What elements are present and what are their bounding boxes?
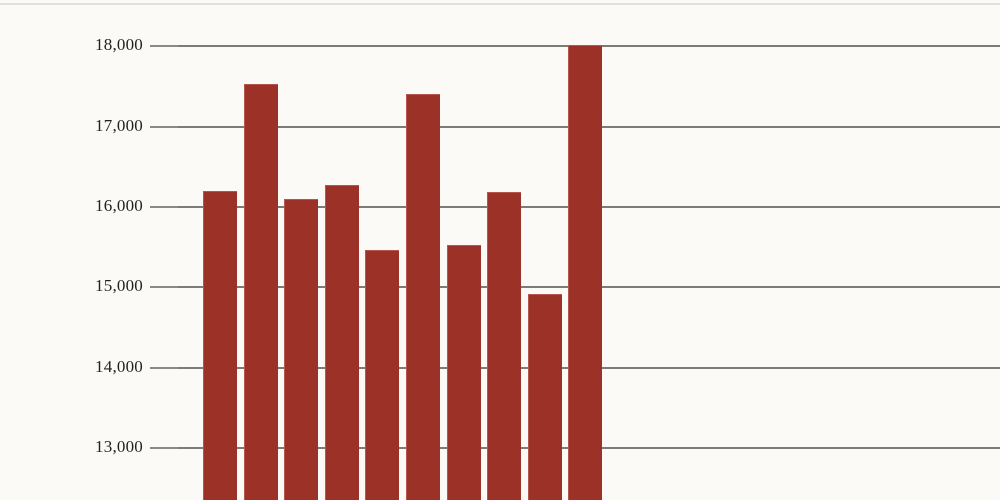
bar[interactable]: [527, 294, 562, 500]
bar[interactable]: [284, 199, 319, 500]
tick-stub-17000: [150, 126, 178, 128]
y-tick-label-13000: 13,000: [95, 437, 143, 456]
y-tick-label-16000: 16,000: [95, 196, 143, 215]
bar[interactable]: [365, 250, 400, 500]
tick-stub-16000: [150, 206, 178, 208]
tick-stub-15000: [150, 286, 178, 288]
bar[interactable]: [203, 191, 237, 500]
tick-stub-13000: [150, 447, 178, 449]
y-tick-label-15000: 15,000: [95, 276, 143, 295]
bar[interactable]: [243, 83, 278, 500]
tick-stub-18000: [150, 45, 178, 47]
bar[interactable]: [446, 245, 481, 500]
top-divider-rule: [0, 3, 1000, 5]
bar[interactable]: [487, 192, 522, 500]
bar[interactable]: [568, 45, 603, 500]
y-tick-label-17000: 17,000: [95, 116, 143, 135]
bar[interactable]: [324, 184, 359, 500]
tick-stub-14000: [150, 367, 178, 369]
bar[interactable]: [406, 94, 440, 500]
y-tick-label-14000: 14,000: [95, 357, 143, 376]
y-tick-label-18000: 18,000: [95, 35, 143, 54]
